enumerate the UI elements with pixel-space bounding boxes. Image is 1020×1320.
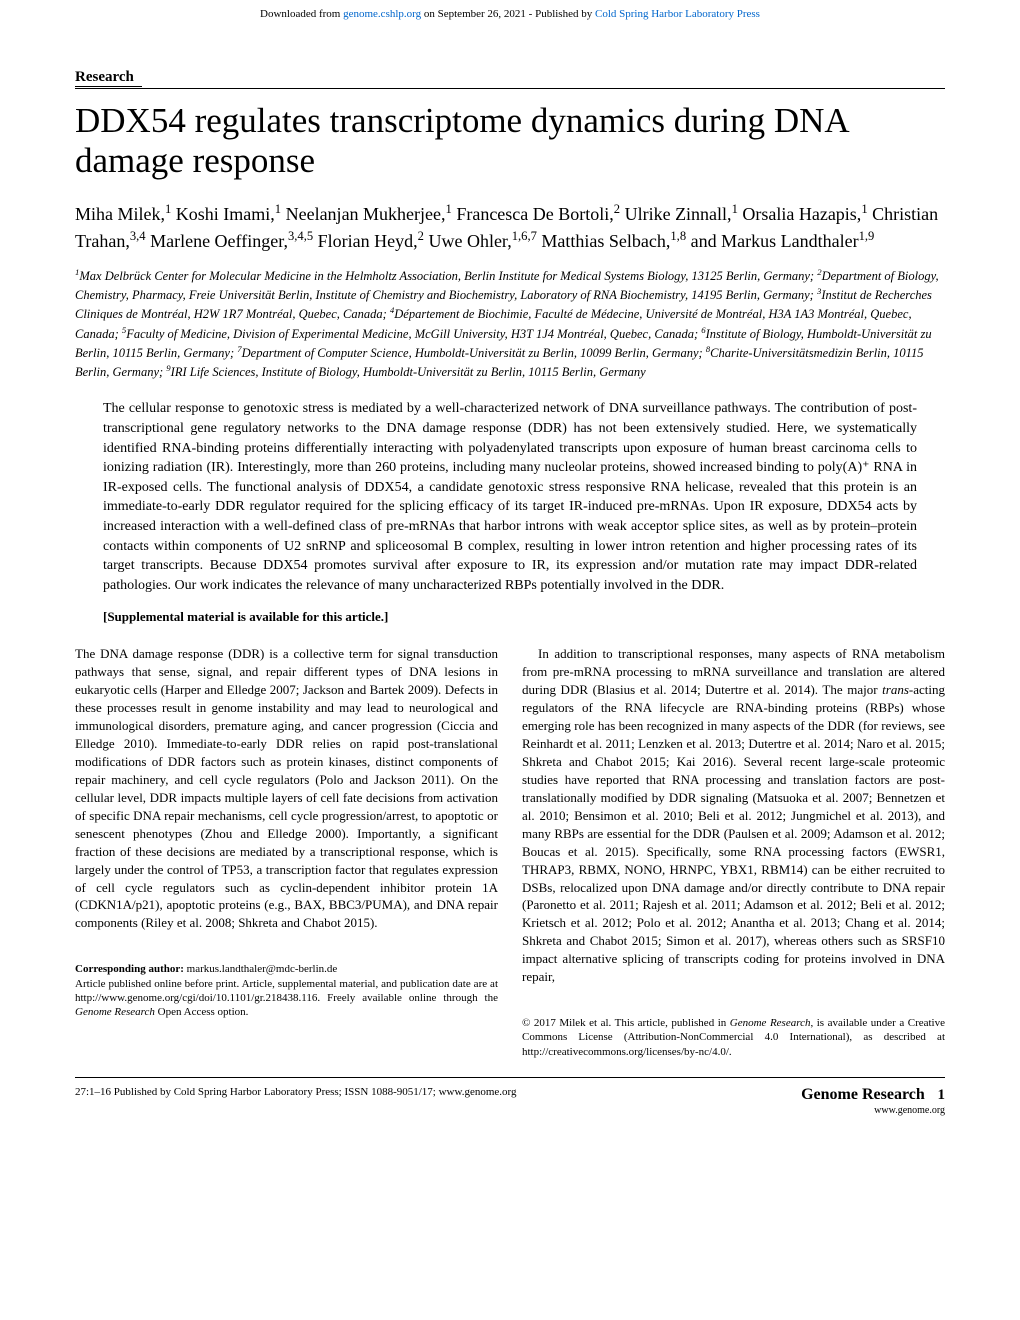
download-link-2[interactable]: Cold Spring Harbor Laboratory Press bbox=[595, 8, 760, 20]
corresponding-note: Article published online before print. A… bbox=[75, 978, 498, 1019]
page-footer: 27:1–16 Published by Cold Spring Harbor … bbox=[75, 1077, 945, 1116]
right-column: In addition to transcriptional responses… bbox=[522, 645, 945, 1059]
copyright-block: © 2017 Milek et al. This article, publis… bbox=[522, 1016, 945, 1059]
body-right-p1: In addition to transcriptional responses… bbox=[522, 645, 945, 986]
body-columns: The DNA damage response (DDR) is a colle… bbox=[75, 645, 945, 1059]
authors-list: Miha Milek,1 Koshi Imami,1 Neelanjan Muk… bbox=[75, 200, 945, 254]
footer-left: 27:1–16 Published by Cold Spring Harbor … bbox=[75, 1086, 801, 1098]
research-label: Research bbox=[75, 69, 142, 87]
abstract: The cellular response to genotoxic stres… bbox=[103, 399, 917, 595]
corresponding-block: Corresponding author: markus.landthaler@… bbox=[75, 962, 498, 1019]
supplemental-note: [Supplemental material is available for … bbox=[103, 609, 917, 625]
download-link-1[interactable]: genome.cshlp.org bbox=[343, 8, 421, 20]
corresponding-label: Corresponding author: bbox=[75, 963, 187, 975]
page-content: Research DDX54 regulates transcriptome d… bbox=[0, 28, 1020, 1146]
journal-url: www.genome.org bbox=[874, 1105, 945, 1116]
affiliations: 1Max Delbrück Center for Molecular Medic… bbox=[75, 266, 945, 382]
page-number: 1 bbox=[938, 1087, 946, 1103]
section-header: Research bbox=[75, 68, 945, 89]
body-left-p1: The DNA damage response (DDR) is a colle… bbox=[75, 645, 498, 932]
section-rule bbox=[75, 88, 945, 89]
footer-right: Genome Research 1 www.genome.org bbox=[801, 1086, 945, 1116]
corresponding-email: markus.landthaler@mdc-berlin.de bbox=[187, 963, 338, 975]
left-column: The DNA damage response (DDR) is a colle… bbox=[75, 645, 498, 1059]
download-bar: Downloaded from genome.cshlp.org on Sept… bbox=[0, 0, 1020, 28]
download-middle: on September 26, 2021 - Published by bbox=[421, 8, 595, 20]
article-title: DDX54 regulates transcriptome dynamics d… bbox=[75, 101, 945, 182]
download-prefix: Downloaded from bbox=[260, 8, 343, 20]
journal-name: Genome Research bbox=[801, 1086, 925, 1103]
